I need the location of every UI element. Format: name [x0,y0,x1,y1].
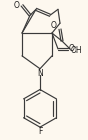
Text: O: O [14,1,20,10]
Text: OH: OH [70,46,82,55]
Text: O: O [51,21,57,30]
Text: O: O [69,44,75,53]
Text: N: N [37,69,43,78]
Text: F: F [38,127,42,136]
